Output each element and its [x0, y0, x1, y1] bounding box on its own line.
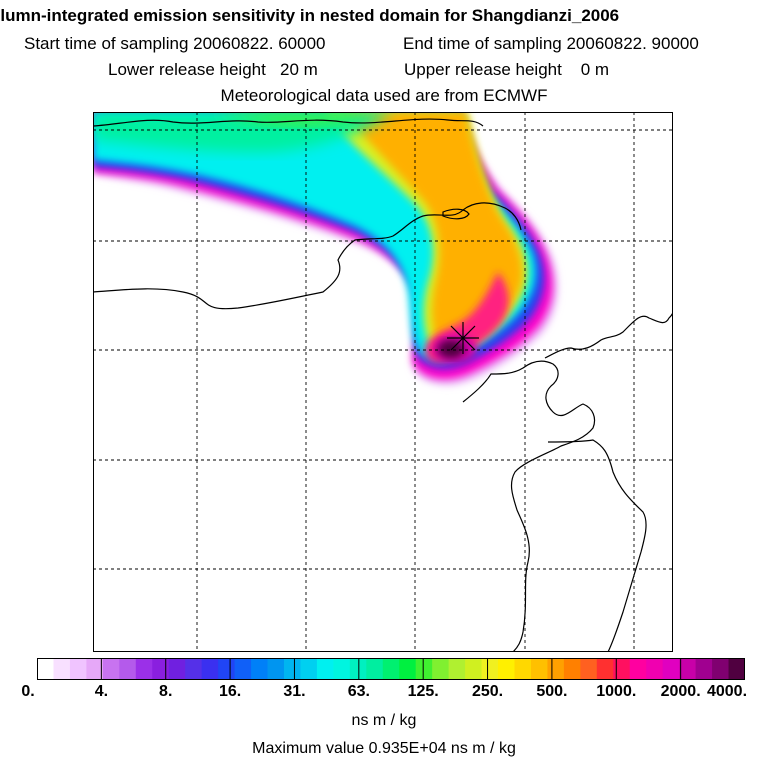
colorbar-tick-label: 250. — [471, 683, 504, 700]
colorbar-cell — [234, 658, 252, 680]
colorbar-cell — [547, 658, 565, 680]
colorbar-cell — [283, 658, 302, 680]
colorbar-tick-label: 0. — [21, 683, 35, 700]
colorbar-tick-label: 2000. — [660, 683, 701, 700]
plot-title: olumn-integrated emission sensitivity in… — [0, 6, 620, 25]
colorbar-cell — [102, 658, 120, 680]
colorbar-tick-label: 8. — [159, 683, 173, 700]
map-frame — [93, 112, 673, 652]
colorbar-tick-label: 63. — [347, 683, 370, 700]
colorbar-cell — [168, 658, 186, 680]
coastline-island — [442, 208, 470, 220]
colorbar-cell — [333, 658, 351, 680]
colorbar-frame — [37, 658, 745, 680]
colorbar-cell — [695, 658, 713, 680]
upper-release-label: Upper release height 0 m — [404, 60, 610, 79]
colorbar-cell — [563, 658, 581, 680]
colorbar-tick-label: 31. — [283, 683, 306, 700]
colorbar-tick-label: 125. — [407, 683, 439, 700]
colorbar-cell — [613, 658, 631, 680]
coastline-south — [547, 439, 647, 652]
plume-field — [93, 112, 558, 385]
receptor-marker-icon — [447, 322, 479, 354]
met-data-label: Meteorological data used are from ECMWF — [220, 86, 548, 105]
colorbar-cell — [86, 658, 104, 680]
colorbar-cell — [185, 658, 203, 680]
colorbar-tick-label: 1000. — [596, 683, 637, 700]
start-time-label: Start time of sampling 20060822. 60000 — [24, 34, 326, 53]
colorbar-cell — [300, 658, 318, 680]
colorbar-cell — [366, 658, 384, 680]
coastline-north — [93, 118, 484, 127]
colorbar-cell — [218, 658, 236, 680]
colorbar-units-label: ns m / kg — [351, 712, 417, 729]
colorbar-cell — [679, 658, 697, 680]
colorbar-cell — [498, 658, 516, 680]
colorbar-cell — [432, 658, 450, 680]
colorbar-cell — [728, 658, 745, 680]
colorbar-cell — [382, 658, 400, 680]
colorbar-cell — [37, 658, 55, 680]
colorbar-cell — [251, 658, 269, 680]
colorbar-cell — [662, 658, 680, 680]
colorbar-cell — [53, 658, 71, 680]
graticule — [93, 112, 673, 652]
colorbar-cell — [152, 658, 170, 680]
colorbar-cell — [69, 658, 87, 680]
colorbar-cell — [415, 658, 433, 680]
colorbar-cell — [530, 658, 549, 680]
colorbar-cell — [646, 658, 664, 680]
colorbar-tick-label: 16. — [218, 683, 242, 700]
colorbar-cell — [580, 658, 598, 680]
plume-orange — [343, 112, 523, 348]
colorbar-cell — [399, 658, 417, 680]
colorbar-cell — [629, 658, 647, 680]
colorbar-cell — [316, 658, 334, 680]
plume-upper-streak-2 — [213, 112, 373, 126]
colorbar-cell — [448, 658, 466, 680]
coastlines — [93, 118, 673, 652]
colorbar-cell — [135, 658, 153, 680]
emission-sensitivity-map — [93, 112, 673, 652]
colorbar-cell — [465, 658, 483, 680]
plume-hotspot-core — [438, 340, 464, 358]
colorbar-cell — [267, 658, 285, 680]
lower-release-label: Lower release height 20 m — [108, 60, 318, 79]
end-time-label: End time of sampling 20060822. 90000 — [403, 34, 699, 53]
colorbar-cell — [712, 658, 730, 680]
coastline-east — [544, 311, 673, 359]
colorbar-cell — [514, 658, 532, 680]
colorbar-cells — [37, 658, 745, 680]
colorbar — [37, 658, 745, 680]
colorbar-cell — [201, 658, 219, 680]
maximum-value-label: Maximum value 0.935E+04 ns m / kg — [252, 740, 516, 757]
colorbar-ticks — [100, 658, 682, 680]
colorbar-tick-label: 4000. — [706, 683, 748, 700]
coastline-peninsula — [462, 360, 596, 652]
colorbar-cell — [119, 658, 137, 680]
colorbar-tick-label: 500. — [536, 683, 568, 700]
coastline-bay — [93, 202, 522, 310]
colorbar-cell — [596, 658, 614, 680]
colorbar-tick-label: 4. — [94, 683, 109, 700]
colorbar-cell — [481, 658, 499, 680]
